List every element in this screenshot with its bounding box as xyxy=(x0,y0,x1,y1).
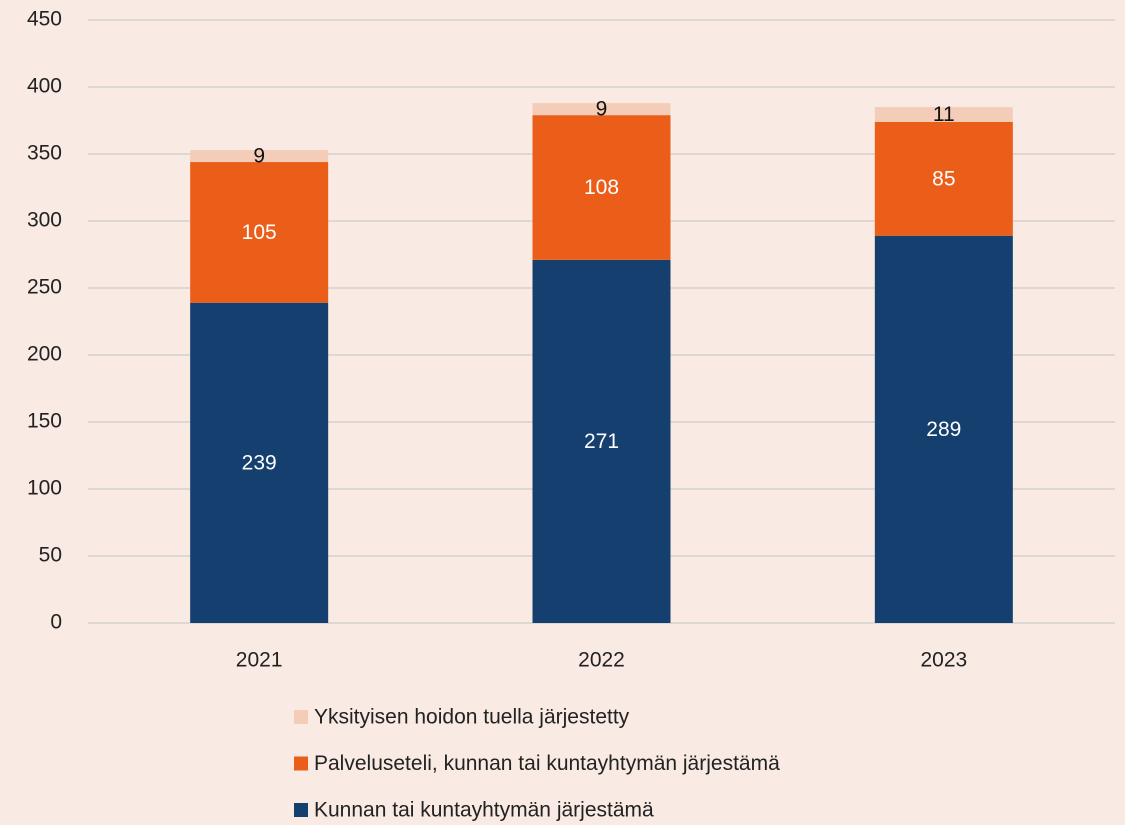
y-tick-label: 300 xyxy=(27,209,62,232)
data-label: 11 xyxy=(933,103,955,126)
x-tick-label: 2023 xyxy=(920,649,967,672)
legend-label: Yksityisen hoidon tuella järjestetty xyxy=(314,706,630,729)
bar-segment xyxy=(874,235,1013,624)
legend-label: Palveluseteli, kunnan tai kuntayhtymän j… xyxy=(314,752,780,775)
bar-segment xyxy=(874,121,1013,236)
data-label: 9 xyxy=(596,98,608,121)
bar-segment xyxy=(532,115,671,260)
legend-swatch xyxy=(294,756,308,771)
y-tick-label: 0 xyxy=(50,611,62,634)
data-label: 289 xyxy=(926,418,961,441)
bar-segment xyxy=(190,149,329,163)
y-tick-label: 450 xyxy=(27,8,62,31)
y-tick-label: 200 xyxy=(27,343,62,366)
x-tick-label: 2022 xyxy=(578,649,625,672)
y-tick-label: 350 xyxy=(27,142,62,165)
legend-swatch xyxy=(294,710,308,724)
y-tick-label: 100 xyxy=(27,477,62,500)
data-label: 85 xyxy=(932,167,955,190)
x-tick-label: 2021 xyxy=(236,649,283,672)
data-label: 105 xyxy=(242,221,277,244)
legend-swatch xyxy=(294,803,308,817)
bar-segment xyxy=(532,103,671,116)
data-label: 271 xyxy=(584,430,619,453)
data-label: 108 xyxy=(584,176,619,199)
y-tick-label: 50 xyxy=(39,544,62,567)
legend-label: Kunnan tai kuntayhtymän järjestämä xyxy=(314,799,654,822)
data-label: 239 xyxy=(242,451,277,474)
bar-segment xyxy=(532,259,671,623)
data-label: 9 xyxy=(253,145,265,168)
bar-segment xyxy=(190,162,329,303)
y-tick-label: 400 xyxy=(27,75,62,98)
y-tick-label: 150 xyxy=(27,410,62,433)
bar-segment xyxy=(190,302,329,623)
bar-segment xyxy=(874,107,1013,122)
y-tick-label: 250 xyxy=(27,276,62,299)
